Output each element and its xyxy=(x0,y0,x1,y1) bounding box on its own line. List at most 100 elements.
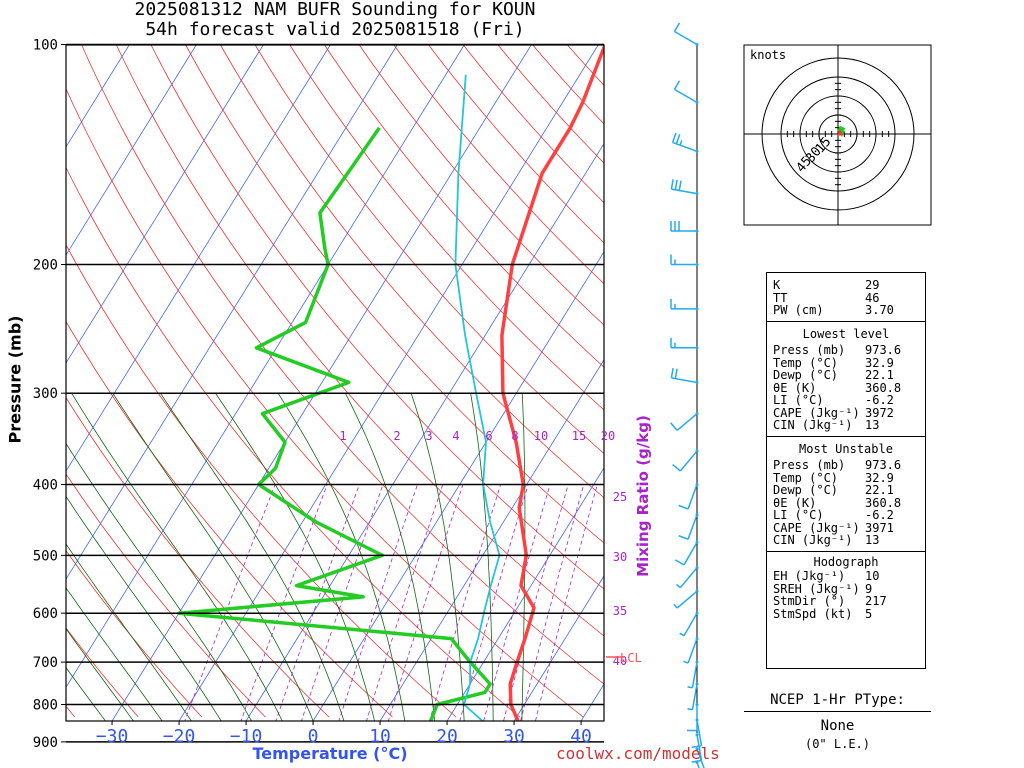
dry-adiabat xyxy=(289,45,604,411)
mixing-ratio-tick-label: 25 xyxy=(613,490,627,504)
wind-barb-flag xyxy=(670,179,674,190)
wind-barb-flag xyxy=(678,180,682,191)
stat-label: SREH (Jkg⁻¹) xyxy=(773,581,860,596)
wind-barb-shaft xyxy=(683,612,698,637)
stat-value: 973.6 xyxy=(865,343,902,357)
isotherm xyxy=(66,45,197,256)
wind-barb xyxy=(670,337,699,350)
dry-adiabat xyxy=(66,549,203,718)
wind-barb-dot xyxy=(695,733,699,737)
wind-barb-flag xyxy=(670,422,678,431)
lowest-level-block: Press (mb) 973.6 Temp (°C) 32.9 Dewp (°C) 22.… xyxy=(767,344,925,436)
mixing-ratio-tick-label: 6 xyxy=(485,429,492,443)
wind-barb-flag xyxy=(678,504,689,510)
stat-row: Press (mb) 973.6 xyxy=(773,459,919,472)
stat-value: 22.1 xyxy=(865,483,894,497)
wind-barb-dot xyxy=(695,149,699,153)
moist-adiabat xyxy=(160,392,345,721)
stat-label: CAPE (Jkg⁻¹) xyxy=(773,405,860,420)
wind-barb-dot xyxy=(695,449,699,453)
wind-barb-shaft xyxy=(674,30,698,46)
stat-label: Dewp (°C) xyxy=(773,368,839,382)
wind-barb-dot xyxy=(695,192,699,196)
isotherm xyxy=(446,467,604,721)
wind-barb-flag xyxy=(670,367,674,379)
stat-value: 10 xyxy=(865,569,880,583)
wind-barb-dot xyxy=(695,682,699,686)
dry-adiabat xyxy=(66,166,520,718)
stat-label: StmDir (°) xyxy=(773,594,846,608)
wind-barb-dot xyxy=(695,540,699,544)
stat-row: PW (cm) 3.70 xyxy=(773,304,919,317)
mixing-ratio-tick-label: 20 xyxy=(601,429,615,443)
wind-barb-dot xyxy=(695,346,699,350)
x-axis-label: Temperature (°C) xyxy=(252,744,408,763)
stat-label: Press (mb) xyxy=(773,458,846,472)
stat-value: 46 xyxy=(865,290,880,305)
ptype-block: NCEP 1-Hr PType: None (0" L.E.) xyxy=(744,692,931,751)
wind-barb xyxy=(691,718,703,749)
indices-block: K 29 TT 46 PW (cm) 3.70 xyxy=(767,273,925,321)
moist-adiabat xyxy=(66,495,222,721)
wind-barb-halfflag xyxy=(673,603,678,609)
wind-barb xyxy=(678,483,699,510)
dry-adiabat xyxy=(66,473,266,718)
dry-adiabat xyxy=(185,45,604,544)
watermark: coolwx.com/models xyxy=(556,744,720,763)
pressure-tick-label: 900 xyxy=(33,735,58,751)
stat-value: 973.6 xyxy=(865,458,902,472)
wind-barb-flag xyxy=(678,535,689,540)
dry-adiabat xyxy=(428,45,604,244)
moist-adiabat xyxy=(215,392,375,721)
isotherm xyxy=(312,250,604,721)
most-unstable-title: Most Unstable xyxy=(799,441,893,456)
dry-adiabat xyxy=(497,45,604,164)
dry-adiabat xyxy=(463,45,604,204)
wind-barb xyxy=(687,660,699,689)
wind-barb xyxy=(695,760,700,768)
stat-row: EH (Jkg⁻¹) 10 xyxy=(773,570,919,583)
temp-tick-label: −30 xyxy=(96,726,129,747)
y-axis-label: Pressure (mb) xyxy=(5,315,25,444)
pressure-tick-label: 100 xyxy=(33,38,58,54)
stat-row: LI (°C) -6.2 xyxy=(773,394,919,407)
stat-value: 13 xyxy=(865,533,880,547)
wind-barb xyxy=(673,80,699,104)
stat-label: CAPE (Jkg⁻¹) xyxy=(773,520,860,535)
stat-row: Dewp (°C) 22.1 xyxy=(773,484,919,497)
wind-barb-shaft xyxy=(674,88,698,104)
stat-row: TT 46 xyxy=(773,290,919,305)
isotherm xyxy=(66,45,398,580)
wind-barb-shaft xyxy=(696,748,705,768)
stat-row: K 29 xyxy=(773,279,919,292)
dry-adiabat xyxy=(81,45,604,685)
stat-row: θE (K) 360.8 xyxy=(773,381,919,395)
wind-barb xyxy=(679,611,699,637)
wind-barb-dot xyxy=(695,747,699,751)
isotherm xyxy=(66,45,331,472)
lowest-level-title: Lowest level xyxy=(802,326,890,341)
wind-barb-halfflag xyxy=(687,686,693,689)
stat-label: EH (Jkg⁻¹) xyxy=(773,569,846,583)
dry-adiabat xyxy=(116,45,604,637)
wind-barb-shaft xyxy=(676,413,698,431)
stat-value: -6.2 xyxy=(865,508,894,522)
wind-barb-shaft xyxy=(691,683,698,710)
mixing-ratio-tick-label: 8 xyxy=(511,429,518,443)
wind-barb-dot xyxy=(695,100,699,104)
stat-label: LI (°C) xyxy=(773,508,824,522)
wind-barb-dot xyxy=(695,307,699,311)
lcl-label: LCL xyxy=(620,651,642,665)
pressure-tick-label: 500 xyxy=(33,548,58,564)
wind-barb xyxy=(670,179,699,196)
stat-row: Temp (°C) 32.9 xyxy=(773,471,919,485)
ptype-title: NCEP 1-Hr PType: xyxy=(744,692,931,712)
dry-adiabat xyxy=(150,45,604,590)
wind-barb-halfflag xyxy=(679,632,685,637)
wind-barb xyxy=(675,566,699,589)
pressure-tick-label: 800 xyxy=(33,698,58,714)
wind-barb xyxy=(670,298,699,311)
dry-adiabat xyxy=(66,396,330,718)
wind-barb-dot xyxy=(695,718,699,722)
